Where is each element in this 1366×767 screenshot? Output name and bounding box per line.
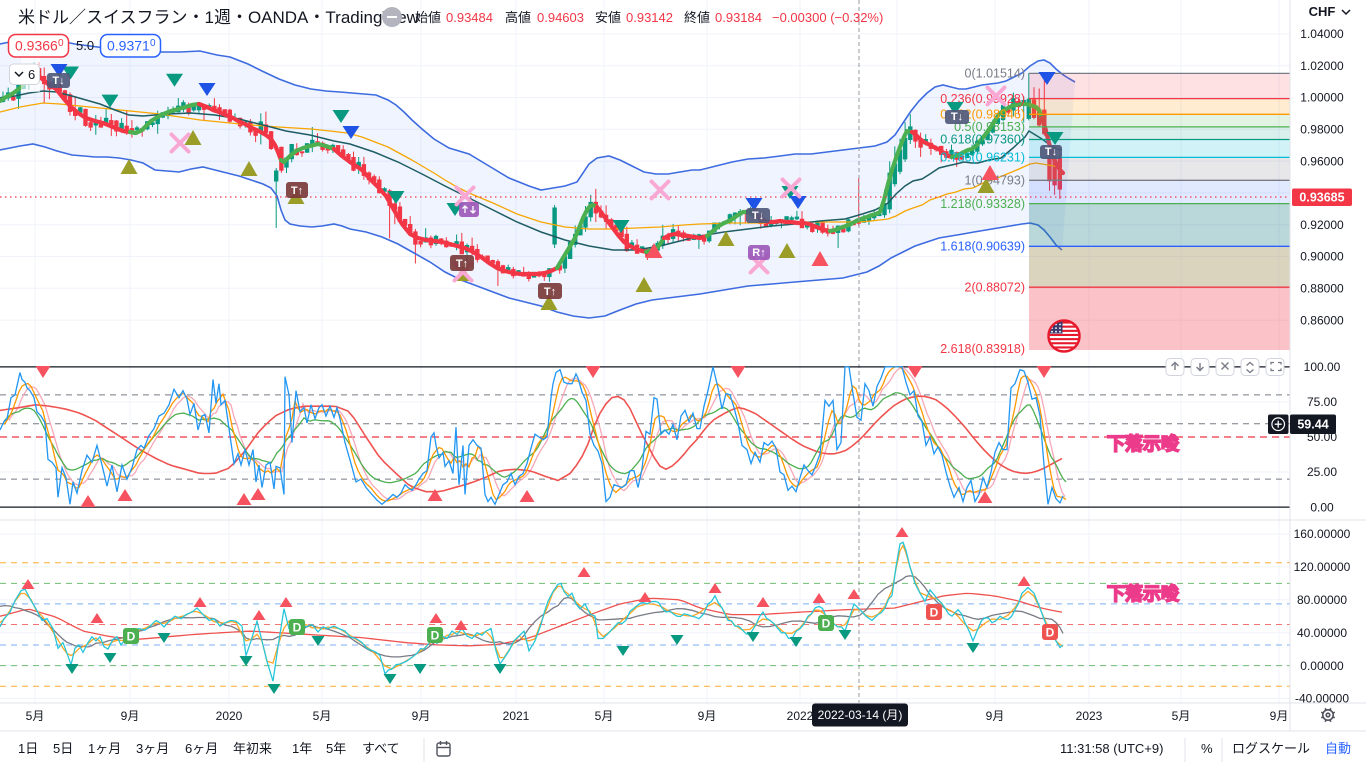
svg-text:D: D: [1046, 626, 1055, 640]
svg-text:2023: 2023: [1076, 709, 1103, 723]
svg-text:T↑: T↑: [456, 258, 468, 270]
svg-text:0.618(0.97360): 0.618(0.97360): [940, 133, 1025, 147]
svg-text:終値: 終値: [684, 10, 710, 25]
svg-text:T↓: T↓: [52, 75, 64, 87]
svg-text:安値: 安値: [595, 10, 621, 25]
svg-text:0.98000: 0.98000: [1300, 123, 1344, 137]
svg-text:6ヶ月: 6ヶ月: [185, 741, 218, 756]
svg-text:2022-03-14 (月): 2022-03-14 (月): [818, 708, 903, 722]
svg-text:CHF: CHF: [1309, 4, 1336, 19]
svg-text:0.93484: 0.93484: [446, 10, 493, 25]
svg-text:%: %: [1201, 741, 1213, 756]
svg-text:0.00000: 0.00000: [1300, 659, 1344, 673]
svg-text:1.00000: 1.00000: [1300, 91, 1344, 105]
svg-text:ログスケール: ログスケール: [1232, 741, 1310, 756]
svg-text:D: D: [293, 621, 302, 635]
svg-text:9月: 9月: [1270, 709, 1289, 723]
svg-text:0.90000: 0.90000: [1300, 250, 1344, 264]
svg-text:0.88000: 0.88000: [1300, 282, 1344, 296]
svg-text:5月: 5月: [1172, 709, 1191, 723]
svg-text:1(0.94793): 1(0.94793): [965, 174, 1025, 188]
svg-text:1.02000: 1.02000: [1300, 59, 1344, 73]
svg-text:0.00: 0.00: [1310, 500, 1334, 514]
svg-text:9月: 9月: [986, 709, 1005, 723]
svg-text:0.96000: 0.96000: [1300, 154, 1344, 168]
svg-text:120.00000: 120.00000: [1294, 560, 1351, 574]
svg-text:5.0: 5.0: [76, 38, 94, 53]
svg-text:1.218(0.93328): 1.218(0.93328): [940, 197, 1025, 211]
svg-text:0.93184: 0.93184: [715, 10, 762, 25]
svg-text:9月: 9月: [121, 709, 140, 723]
svg-text:D: D: [822, 617, 831, 631]
svg-text:100.00: 100.00: [1304, 360, 1341, 374]
svg-text:下落示唆: 下落示唆: [1107, 433, 1180, 454]
svg-text:40.00000: 40.00000: [1297, 626, 1347, 640]
svg-text:1ヶ月: 1ヶ月: [88, 741, 121, 756]
svg-text:D: D: [930, 606, 939, 620]
svg-text:0.5(0.98153): 0.5(0.98153): [954, 120, 1025, 134]
svg-text:−0.00300 (−0.32%): −0.00300 (−0.32%): [772, 10, 883, 25]
svg-text:1.618(0.90639): 1.618(0.90639): [940, 240, 1025, 254]
svg-text:0.94603: 0.94603: [537, 10, 584, 25]
svg-text:すべて: すべて: [362, 741, 400, 756]
svg-text:0.93142: 0.93142: [626, 10, 673, 25]
svg-text:T↓: T↓: [1045, 146, 1057, 158]
svg-text:5月: 5月: [595, 709, 614, 723]
svg-text:5月: 5月: [313, 709, 332, 723]
svg-text:1年: 1年: [292, 741, 312, 756]
svg-text:2.618(0.83918): 2.618(0.83918): [940, 342, 1025, 356]
svg-text:0.9366: 0.9366: [15, 38, 58, 54]
svg-text:0.93685: 0.93685: [1299, 191, 1344, 205]
svg-text:160.00000: 160.00000: [1294, 527, 1351, 541]
svg-text:6: 6: [28, 67, 35, 82]
svg-text:9月: 9月: [412, 709, 431, 723]
svg-text:高値: 高値: [505, 10, 531, 25]
svg-text:25.00: 25.00: [1307, 465, 1337, 479]
svg-text:75.00: 75.00: [1307, 395, 1337, 409]
svg-text:3ヶ月: 3ヶ月: [136, 741, 169, 756]
svg-text:-40.00000: -40.00000: [1295, 692, 1349, 706]
svg-text:0(1.01514): 0(1.01514): [965, 67, 1025, 81]
svg-text:1.04000: 1.04000: [1300, 27, 1344, 41]
svg-text:自動: 自動: [1325, 741, 1351, 756]
svg-text:0.86000: 0.86000: [1300, 313, 1344, 327]
svg-text:2022: 2022: [787, 709, 814, 723]
svg-text:D: D: [127, 630, 136, 644]
svg-text:始値: 始値: [415, 10, 441, 25]
svg-text:0.92000: 0.92000: [1300, 218, 1344, 232]
svg-text:0.9371: 0.9371: [107, 38, 150, 54]
svg-text:0: 0: [150, 38, 156, 49]
svg-text:0.786(0.96231): 0.786(0.96231): [940, 151, 1025, 165]
svg-text:2021: 2021: [503, 709, 530, 723]
svg-text:59.44: 59.44: [1297, 418, 1328, 432]
svg-text:0: 0: [58, 38, 64, 49]
svg-text:2(0.88072): 2(0.88072): [965, 280, 1025, 294]
svg-text:9月: 9月: [698, 709, 717, 723]
svg-text:5年: 5年: [326, 741, 346, 756]
svg-text:D: D: [431, 629, 440, 643]
svg-text:下落示唆: 下落示唆: [1107, 583, 1180, 604]
svg-text:5月: 5月: [26, 709, 45, 723]
svg-text:T↓: T↓: [752, 210, 764, 222]
svg-text:11:31:58 (UTC+9): 11:31:58 (UTC+9): [1060, 741, 1163, 756]
svg-text:1日: 1日: [18, 741, 38, 756]
svg-text:2020: 2020: [216, 709, 243, 723]
svg-text:米ドル／スイスフラン・1週・OANDA・TradingVie: 米ドル／スイスフラン・1週・OANDA・TradingView: [18, 8, 420, 27]
svg-text:80.00000: 80.00000: [1297, 593, 1347, 607]
svg-text:年初来: 年初来: [233, 741, 272, 756]
svg-text:T↑: T↑: [291, 185, 303, 197]
svg-text:R↑: R↑: [752, 247, 765, 259]
svg-text:T↑: T↑: [544, 286, 556, 298]
svg-text:5日: 5日: [53, 741, 73, 756]
svg-text:T↓: T↓: [951, 111, 963, 123]
